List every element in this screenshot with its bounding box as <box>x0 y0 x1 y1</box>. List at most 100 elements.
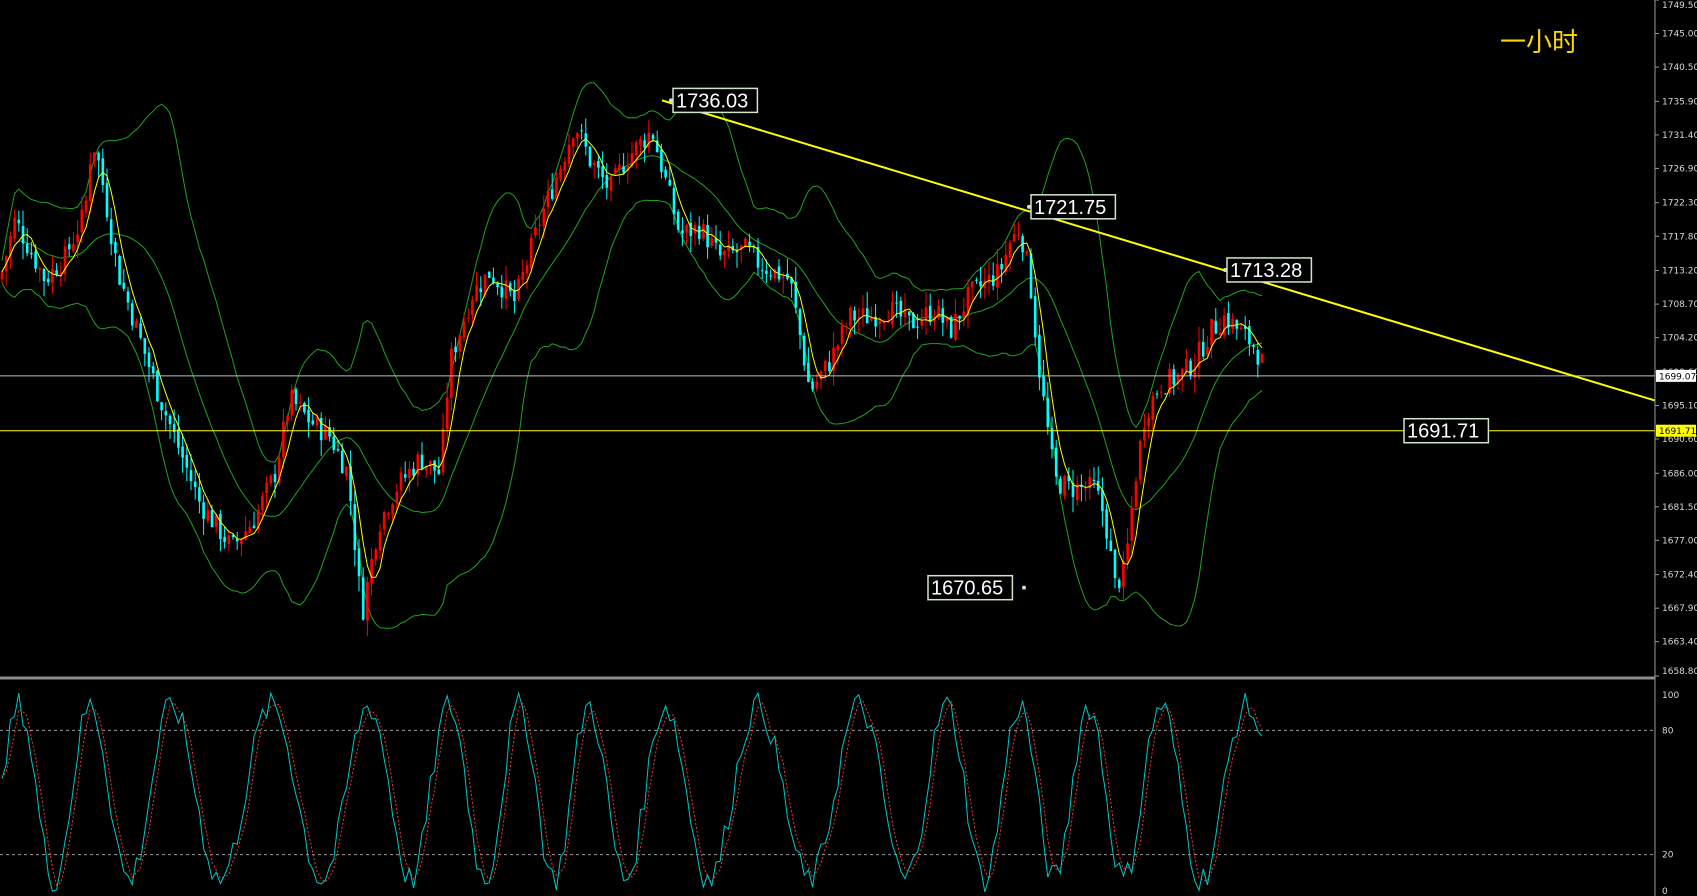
candle-body <box>1155 393 1159 395</box>
candle-body <box>723 250 726 256</box>
candle-body <box>269 475 273 484</box>
current-price-box <box>1656 369 1696 382</box>
candle-body <box>370 558 373 584</box>
candle-body <box>765 270 768 274</box>
candle-body <box>42 268 46 282</box>
candle-body <box>210 510 214 528</box>
candle-body <box>555 177 558 200</box>
annotation-label-box <box>1226 257 1313 283</box>
candle-body <box>135 320 138 328</box>
candle-body <box>17 219 21 224</box>
candle-body <box>1231 318 1234 329</box>
candle-body <box>160 402 163 411</box>
candle-body <box>1159 391 1163 393</box>
candle-body <box>172 424 176 432</box>
candle-body <box>1256 349 1260 365</box>
candle-body <box>781 276 785 279</box>
price-tick-label: 1745.00 <box>1662 30 1697 40</box>
candle-body <box>996 264 999 288</box>
annotations: 1736.03 1721.75 1713.28 1670.65 1691.71 <box>669 87 1490 601</box>
candle-body <box>231 535 235 538</box>
candle-body <box>832 347 835 372</box>
candle-body <box>1168 368 1171 394</box>
candle-body <box>945 317 949 322</box>
candle-body <box>769 275 772 277</box>
candle-body <box>1088 477 1092 488</box>
candle-body <box>336 449 340 451</box>
candle-body <box>618 164 621 170</box>
candle-body <box>958 315 961 319</box>
candle-body <box>88 163 92 202</box>
candle-body <box>1084 488 1087 490</box>
candle-body <box>651 134 655 140</box>
stochastic-tick-label: 20 <box>1662 851 1674 861</box>
candle-body <box>315 417 319 426</box>
candle-body <box>206 510 210 521</box>
candle-body <box>807 363 810 383</box>
candle-body <box>975 279 978 281</box>
candle-body <box>517 278 520 299</box>
candle-body <box>823 360 827 371</box>
candle-body <box>265 482 268 494</box>
candle-body <box>441 428 445 473</box>
level-price-box-label: 1691.71 <box>1659 427 1696 437</box>
candle-body <box>475 285 478 301</box>
candle-body <box>1038 334 1041 378</box>
level-label: 1691.71 <box>1407 421 1479 443</box>
candle-body <box>214 514 218 527</box>
candle-body <box>622 166 625 173</box>
candle-body <box>567 144 571 165</box>
candle-body <box>227 535 231 545</box>
candle-body <box>479 288 483 293</box>
candle-body <box>521 272 525 281</box>
candle-body <box>647 132 651 148</box>
candle-body <box>1059 478 1062 494</box>
candle-body <box>970 281 974 288</box>
candle-body <box>895 302 898 304</box>
stochastic-tick-label: 100 <box>1662 691 1679 701</box>
candle-body <box>563 161 567 172</box>
candle-body <box>378 531 382 551</box>
candle-body <box>538 224 541 226</box>
candle-body <box>105 183 109 218</box>
price-axis: 1749.50 1745.00 1740.50 1735.90 1731.40 1726.… <box>1655 0 1697 896</box>
candle-body <box>1197 341 1201 368</box>
candle-body <box>164 411 168 416</box>
candle-body <box>1227 313 1230 328</box>
candle-body <box>109 219 113 244</box>
candle-body <box>1176 374 1180 384</box>
candle-body <box>143 338 147 354</box>
candle-body <box>634 142 638 156</box>
candle-body <box>420 454 424 470</box>
candle-body <box>840 325 844 344</box>
candle-body <box>1117 579 1121 588</box>
candle-body <box>697 225 701 239</box>
candle-body <box>853 310 856 321</box>
candle-body <box>1260 354 1264 363</box>
candle-body <box>282 421 285 458</box>
stochastic-tick-label: 0 <box>1662 887 1668 896</box>
candle-body <box>277 457 281 483</box>
candle-body <box>513 289 516 302</box>
candle-body <box>1092 479 1096 482</box>
candle-body <box>198 487 201 502</box>
candle-body <box>954 313 957 340</box>
price-tick-label: 1749.50 <box>1662 1 1697 11</box>
candle-body <box>1164 393 1167 395</box>
price-tick-label: 1713.20 <box>1662 267 1697 277</box>
stochastic-panel <box>0 691 1655 893</box>
moving-average <box>1 138 1263 578</box>
stochastic-main-line <box>1 691 1263 893</box>
candle-body <box>294 389 298 405</box>
candle-body <box>80 209 84 233</box>
candle-body <box>382 511 386 530</box>
current-price-box-label: 1699.07 <box>1659 372 1696 382</box>
annotation-label-box <box>1030 194 1117 220</box>
candle-body <box>605 174 609 188</box>
trendline <box>661 99 1656 402</box>
candle-body <box>151 366 155 374</box>
candle-body <box>1147 417 1150 427</box>
candle-body <box>1113 549 1117 579</box>
candle-body <box>1067 475 1071 482</box>
